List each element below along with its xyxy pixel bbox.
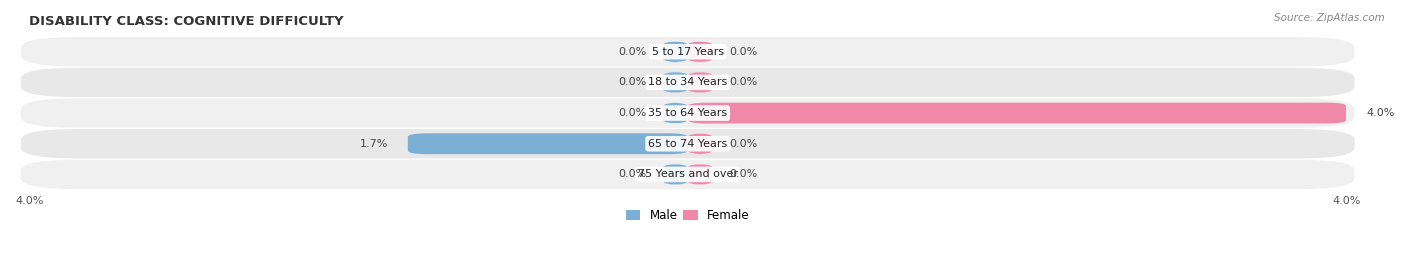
FancyBboxPatch shape: [664, 72, 688, 93]
FancyBboxPatch shape: [408, 133, 688, 154]
Legend: Male, Female: Male, Female: [626, 209, 749, 222]
FancyBboxPatch shape: [21, 160, 1354, 189]
Text: 75 Years and over: 75 Years and over: [638, 169, 738, 179]
Text: 0.0%: 0.0%: [619, 77, 647, 87]
Text: 18 to 34 Years: 18 to 34 Years: [648, 77, 727, 87]
FancyBboxPatch shape: [664, 164, 688, 185]
FancyBboxPatch shape: [688, 41, 713, 62]
FancyBboxPatch shape: [688, 103, 1347, 123]
FancyBboxPatch shape: [688, 72, 713, 93]
FancyBboxPatch shape: [21, 68, 1354, 97]
Text: DISABILITY CLASS: COGNITIVE DIFFICULTY: DISABILITY CLASS: COGNITIVE DIFFICULTY: [30, 15, 344, 28]
FancyBboxPatch shape: [21, 98, 1354, 128]
Text: Source: ZipAtlas.com: Source: ZipAtlas.com: [1274, 13, 1385, 23]
FancyBboxPatch shape: [688, 133, 713, 154]
Text: 0.0%: 0.0%: [728, 169, 758, 179]
Text: 0.0%: 0.0%: [619, 169, 647, 179]
Text: 0.0%: 0.0%: [728, 139, 758, 149]
FancyBboxPatch shape: [21, 129, 1354, 158]
Text: 0.0%: 0.0%: [619, 108, 647, 118]
FancyBboxPatch shape: [664, 41, 688, 62]
Text: 35 to 64 Years: 35 to 64 Years: [648, 108, 727, 118]
Text: 5 to 17 Years: 5 to 17 Years: [651, 47, 724, 57]
Text: 0.0%: 0.0%: [728, 47, 758, 57]
FancyBboxPatch shape: [688, 164, 713, 185]
Text: 0.0%: 0.0%: [728, 77, 758, 87]
Text: 0.0%: 0.0%: [619, 47, 647, 57]
FancyBboxPatch shape: [664, 103, 688, 123]
Text: 4.0%: 4.0%: [1367, 108, 1395, 118]
Text: 1.7%: 1.7%: [360, 139, 388, 149]
Text: 65 to 74 Years: 65 to 74 Years: [648, 139, 727, 149]
FancyBboxPatch shape: [21, 37, 1354, 66]
